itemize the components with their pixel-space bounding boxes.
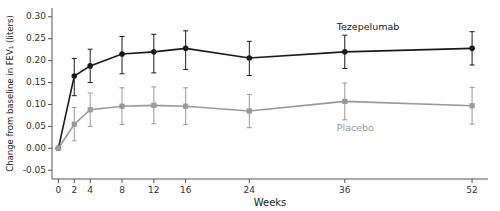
data-point xyxy=(88,107,93,112)
data-point xyxy=(183,46,189,52)
y-tick xyxy=(48,16,52,17)
error-bar xyxy=(247,41,252,75)
data-point xyxy=(342,49,348,55)
x-axis-line xyxy=(52,179,488,180)
y-tick-label: 0.10 xyxy=(26,99,46,109)
data-point xyxy=(56,146,62,152)
data-point xyxy=(342,99,347,104)
data-point xyxy=(469,46,475,52)
series-labels: Tezepelumab Placebo xyxy=(336,21,400,134)
x-axis-label: Weeks xyxy=(254,197,287,208)
x-tick xyxy=(90,179,91,183)
y-tick-label: 0.15 xyxy=(26,77,46,87)
y-tick xyxy=(48,148,52,149)
error-bar xyxy=(72,108,77,141)
x-tick-label: 4 xyxy=(87,185,93,195)
series-label: Tezepelumab xyxy=(336,21,400,32)
x-tick-label: 0 xyxy=(55,185,61,195)
error-bar xyxy=(342,35,347,68)
x-tick-label: 2 xyxy=(71,185,77,195)
data-point xyxy=(247,108,252,113)
y-tick xyxy=(48,82,52,83)
error-bar xyxy=(470,32,475,65)
data-point xyxy=(56,146,61,151)
x-tick xyxy=(472,179,473,183)
x-tick-label: 16 xyxy=(180,185,192,195)
x-tick xyxy=(185,179,186,183)
error-bar xyxy=(470,87,475,124)
series-label: Placebo xyxy=(337,122,374,133)
x-tick xyxy=(153,179,154,183)
x-tick-label: 24 xyxy=(244,185,256,195)
data-point xyxy=(72,122,77,127)
y-tick xyxy=(48,126,52,127)
error-bar xyxy=(88,93,93,126)
error-bar xyxy=(120,37,125,74)
data-point xyxy=(151,103,156,108)
x-tick-label: 52 xyxy=(466,185,477,195)
error-bar xyxy=(88,49,93,82)
y-axis-label: Change from baseline in FEV₁ (liters) xyxy=(5,15,15,172)
x-tick xyxy=(344,179,345,183)
data-point xyxy=(71,73,77,79)
data-point xyxy=(247,55,253,61)
error-bar xyxy=(151,34,156,73)
x-tick-label: 36 xyxy=(339,185,351,195)
data-point xyxy=(119,51,125,57)
x-tick-label: 8 xyxy=(119,185,125,195)
x-tick-label: 12 xyxy=(148,185,159,195)
error-bar xyxy=(72,58,77,95)
error-bar xyxy=(120,88,125,125)
y-tick-label: 0.00 xyxy=(26,143,46,153)
y-tick xyxy=(48,104,52,105)
y-axis-line xyxy=(52,8,53,179)
error-bar xyxy=(183,31,188,70)
data-point xyxy=(151,49,157,55)
chart: 02481216243652-0.050.000.050.100.150.200… xyxy=(0,0,500,211)
y-tick-label: 0.30 xyxy=(26,11,46,21)
y-tick-label: 0.25 xyxy=(26,33,46,43)
y-tick-label: 0.05 xyxy=(26,121,46,131)
series-line xyxy=(58,101,472,148)
error-bar xyxy=(247,94,252,127)
data-point xyxy=(87,63,93,69)
plot-area xyxy=(56,31,475,151)
data-point xyxy=(469,103,474,108)
x-tick xyxy=(122,179,123,183)
x-tick xyxy=(58,179,59,183)
x-tick xyxy=(249,179,250,183)
series-line xyxy=(58,48,472,148)
x-tick xyxy=(74,179,75,183)
y-tick xyxy=(48,38,52,39)
error-bar xyxy=(151,87,156,124)
y-tick xyxy=(48,170,52,171)
y-tick-label: 0.20 xyxy=(26,55,46,65)
series xyxy=(56,83,475,151)
error-bar xyxy=(183,88,188,125)
data-point xyxy=(119,104,124,109)
data-point xyxy=(183,104,188,109)
y-tick-label: -0.05 xyxy=(23,165,46,175)
axes: 02481216243652-0.050.000.050.100.150.200… xyxy=(23,8,488,195)
series xyxy=(56,31,475,151)
error-bar xyxy=(342,83,347,120)
y-tick xyxy=(48,60,52,61)
